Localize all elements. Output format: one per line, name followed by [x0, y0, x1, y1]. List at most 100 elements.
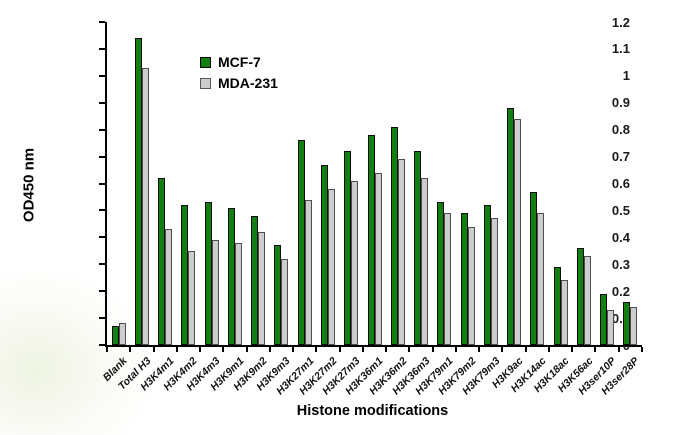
y-axis-tick-label: 0.3: [611, 256, 630, 272]
bar-MDA-231-H3K4m1: [165, 229, 173, 345]
bar-MCF-7-H3K18ac: [553, 267, 561, 345]
x-axis-tick: [222, 347, 225, 352]
x-axis-tick: [478, 347, 481, 352]
y-axis-tick: [99, 21, 105, 23]
x-axis-tick: [292, 347, 295, 352]
legend-label-mda231: MDA-231: [218, 75, 278, 91]
bar-MCF-7-H3K79m2: [460, 213, 468, 345]
bar-MCF-7-H3K36m3: [414, 151, 422, 345]
bar-MCF-7-H3K4m3: [204, 202, 212, 345]
bar-MDA-231-H3K79m1: [444, 213, 452, 345]
y-axis-tick-label: 0.4: [611, 229, 630, 245]
plot-area: 0 0.1 0.2 0.3 0.4 0.5 0.6 0.7 0.8 0.9 1 1.1 1.2 Blank…: [99, 16, 643, 397]
x-axis-tick: [361, 347, 364, 352]
bar-MDA-231-H3K27m2: [327, 189, 335, 345]
x-axis-tick: [408, 347, 411, 352]
x-axis-tick: [385, 347, 388, 352]
x-axis-tick: [129, 347, 132, 352]
bar-MDA-231-Blank: [118, 323, 126, 345]
bar-MDA-231-H3K9m1: [234, 243, 242, 345]
bar-MCF-7-H3K9m3: [274, 245, 282, 345]
bar-MCF-7-H3K27m1: [297, 140, 305, 345]
y-axis-tick-label: 1.2: [611, 14, 630, 30]
x-axis-tick: [175, 347, 178, 352]
bar-MCF-7-H3K56ac: [576, 248, 584, 345]
bar-MDA-231-H3K27m1: [304, 200, 312, 345]
y-axis-tick: [99, 263, 105, 266]
x-axis-tick: [501, 347, 504, 352]
bar-MCF-7-H3K9ac: [507, 108, 515, 345]
bar-MCF-7-H3K14ac: [530, 192, 538, 345]
y-axis-tick: [99, 47, 105, 50]
y-axis-tick-label: 1: [622, 68, 630, 84]
bar-MCF-7-H3K27m2: [320, 165, 328, 345]
y-axis-title-wrap: OD450 nm: [18, 90, 40, 280]
bar-MCF-7-H3K9m2: [251, 216, 259, 345]
bar-MCF-7-H3K36m1: [367, 135, 375, 345]
bar-MCF-7-H3ser10P: [600, 294, 608, 345]
x-axis-tick: [524, 347, 527, 352]
legend: MCF-7 MDA-231: [200, 55, 278, 97]
bar-MDA-231-H3K9m2: [258, 232, 266, 345]
legend-item-mcf7: MCF-7: [200, 55, 278, 69]
bar-MDA-231-Total H3: [141, 68, 149, 345]
bar-MDA-231-H3K9ac: [514, 119, 522, 345]
bar-MCF-7-H3K79m3: [483, 205, 491, 345]
legend-swatch-mcf7: [200, 56, 211, 68]
y-axis-tick: [99, 344, 105, 346]
x-axis-tick: [245, 347, 248, 352]
bar-MDA-231-H3K56ac: [583, 256, 591, 345]
bar-MDA-231-H3ser10P: [607, 310, 615, 345]
x-axis-tick: [617, 347, 620, 352]
y-axis-tick-label: 0.8: [611, 122, 630, 138]
bar-MDA-231-H3K36m3: [421, 178, 429, 345]
y-axis-tick: [99, 290, 105, 293]
y-axis-tick: [99, 209, 105, 212]
y-axis-tick: [99, 74, 105, 77]
bar-MCF-7-Total H3: [134, 38, 142, 345]
bar-MDA-231-H3K36m1: [374, 173, 382, 345]
y-axis-tick-label: 1.1: [611, 41, 630, 57]
x-axis-tick: [152, 347, 155, 352]
x-axis-tick: [199, 347, 202, 352]
bar-MCF-7-H3K4m1: [158, 178, 166, 345]
y-axis-tick-label: 0.5: [611, 202, 630, 218]
bar-MDA-231-H3K36m2: [397, 159, 405, 345]
bar-MDA-231-H3K79m3: [490, 218, 498, 345]
y-axis-tick: [99, 155, 105, 158]
bar-MCF-7-H3K36m2: [390, 127, 398, 345]
x-axis-tick: [454, 347, 457, 352]
x-axis-tick: [315, 347, 318, 352]
y-axis-tick-label: 0.9: [611, 95, 630, 111]
bar-MDA-231-H3K27m3: [351, 181, 359, 345]
y-axis-tick: [99, 182, 105, 185]
y-axis-tick-label: 0.7: [611, 149, 630, 165]
x-axis-tick: [431, 347, 434, 352]
x-axis-tick: [268, 347, 271, 352]
x-axis-tick: [106, 347, 108, 352]
y-axis-tick: [99, 317, 105, 320]
bar-MDA-231-H3K9m3: [281, 259, 289, 345]
bar-MDA-231-H3K18ac: [560, 280, 568, 345]
y-axis-title: OD450 nm: [20, 147, 38, 223]
y-axis-tick-label: 0.2: [611, 283, 630, 299]
legend-swatch-mda231: [200, 77, 211, 89]
bar-MCF-7-H3ser28P: [623, 302, 631, 345]
bar-MCF-7-H3K27m3: [344, 151, 352, 345]
legend-label-mcf7: MCF-7: [218, 54, 261, 70]
bar-MDA-231-H3ser28P: [630, 307, 638, 345]
x-axis-tick: [571, 347, 574, 352]
bar-MDA-231-H3K79m2: [467, 227, 475, 345]
bar-MCF-7-Blank: [111, 326, 119, 345]
bar-MCF-7-H3K4m2: [181, 205, 189, 345]
y-axis-tick: [99, 236, 105, 239]
y-axis-tick: [99, 128, 105, 131]
x-axis-title: Histone modifications: [296, 403, 449, 419]
x-axis-tick: [547, 347, 550, 352]
bar-MDA-231-H3K14ac: [537, 213, 545, 345]
y-axis-tick-label: 0.6: [611, 176, 630, 191]
bar-MCF-7-H3K9m1: [227, 208, 235, 345]
x-axis-tick: [338, 347, 341, 352]
y-axis-tick: [99, 101, 105, 104]
